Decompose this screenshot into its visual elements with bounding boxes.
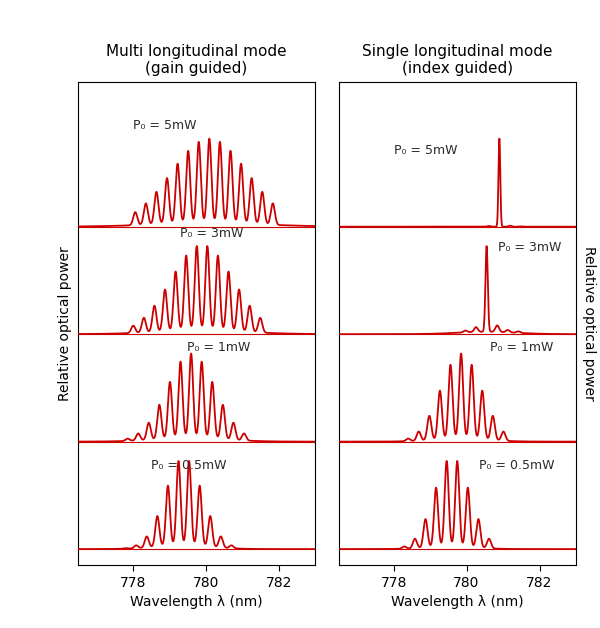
Text: P₀ = 5mW: P₀ = 5mW bbox=[394, 144, 457, 157]
Title: Multi longitudinal mode
(gain guided): Multi longitudinal mode (gain guided) bbox=[106, 44, 287, 77]
Text: P₀ = 0.5mW: P₀ = 0.5mW bbox=[151, 458, 226, 472]
X-axis label: Wavelength λ (nm): Wavelength λ (nm) bbox=[391, 595, 524, 609]
Y-axis label: Relative optical power: Relative optical power bbox=[581, 246, 596, 401]
Title: Single longitudinal mode
(index guided): Single longitudinal mode (index guided) bbox=[362, 44, 553, 77]
Text: P₀ = 1mW: P₀ = 1mW bbox=[187, 340, 251, 354]
Text: P₀ = 3mW: P₀ = 3mW bbox=[180, 227, 244, 240]
Text: P₀ = 3mW: P₀ = 3mW bbox=[497, 241, 561, 254]
Text: P₀ = 1mW: P₀ = 1mW bbox=[490, 340, 554, 354]
Text: P₀ = 0.5mW: P₀ = 0.5mW bbox=[479, 458, 555, 472]
Y-axis label: Relative optical power: Relative optical power bbox=[58, 246, 73, 401]
X-axis label: Wavelength λ (nm): Wavelength λ (nm) bbox=[130, 595, 263, 609]
Text: P₀ = 5mW: P₀ = 5mW bbox=[133, 119, 196, 132]
